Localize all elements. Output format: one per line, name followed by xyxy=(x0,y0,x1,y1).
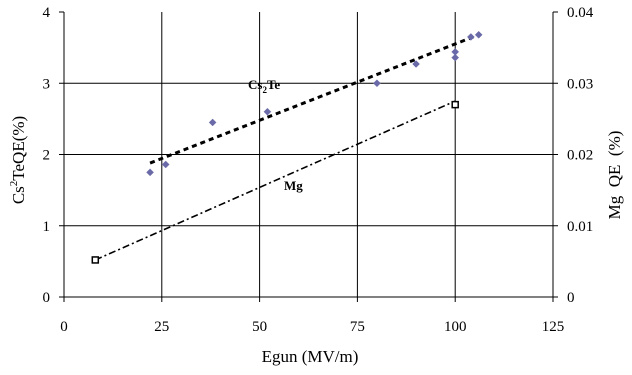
x-tick-label-75: 75 xyxy=(350,319,365,335)
y-left-label-post: TeQE(%) xyxy=(9,116,28,181)
data-point-cs2te-9 xyxy=(474,30,483,39)
y-left-tick-label-1: 1 xyxy=(43,219,51,235)
y-left-tick-label-2: 2 xyxy=(43,148,51,164)
x-axis-label: Egun (MV/m) xyxy=(262,347,359,366)
y-axis-right-label: Mg QE (%) xyxy=(605,131,624,220)
y-left-label-sup: 2 xyxy=(8,181,20,187)
y-right-tick-label-0.01: 0.01 xyxy=(567,219,593,235)
data-point-cs2te-5 xyxy=(412,60,420,68)
y-right-tick-label-0: 0 xyxy=(567,290,575,306)
y-right-tick-label-0.02: 0.02 xyxy=(567,148,593,164)
y-left-tick-label-3: 3 xyxy=(43,76,51,92)
data-point-cs2te-6 xyxy=(451,53,460,62)
data-point-mg-0 xyxy=(91,256,100,264)
trend-line-mg xyxy=(94,100,456,261)
cs2te-label-sub: 2 xyxy=(262,85,267,95)
data-point-cs2te-0 xyxy=(146,168,154,177)
cs2te-label-pre: Cs xyxy=(248,77,262,92)
data-point-cs2te-1 xyxy=(161,160,170,169)
data-point-cs2te-3 xyxy=(263,107,272,116)
grid xyxy=(64,12,553,297)
y-right-tick-label-0.03: 0.03 xyxy=(567,76,593,92)
data-point-mg-1 xyxy=(451,100,459,109)
y-left-label-pre: Cs xyxy=(9,186,28,204)
y-right-tick-label-0.04: 0.04 xyxy=(567,5,594,21)
data-point-cs2te-4 xyxy=(373,79,381,88)
data-point-cs2te-7 xyxy=(451,48,460,56)
axes xyxy=(59,11,558,302)
x-tick-label-25: 25 xyxy=(154,319,169,335)
data-point-cs2te-2 xyxy=(208,118,217,127)
data-point-cs2te-8 xyxy=(466,33,475,41)
x-tick-label-0: 0 xyxy=(60,319,68,335)
x-tick-label-125: 125 xyxy=(542,319,565,335)
y-left-tick-label-0: 0 xyxy=(43,290,51,306)
y-left-tick-label-4: 4 xyxy=(43,5,51,21)
y-axis-left-label: Cs2TeQE(%) xyxy=(8,116,28,204)
data-points xyxy=(91,30,483,264)
x-tick-label-100: 100 xyxy=(444,319,467,335)
series-label-mg: Mg xyxy=(284,178,303,193)
x-tick-label-50: 50 xyxy=(252,319,267,335)
series-label-cs2te: Cs2Te xyxy=(248,77,280,95)
trend-lines xyxy=(94,33,480,261)
trend-line-cs2te xyxy=(149,33,480,165)
cs2te-label-post: Te xyxy=(267,77,280,92)
